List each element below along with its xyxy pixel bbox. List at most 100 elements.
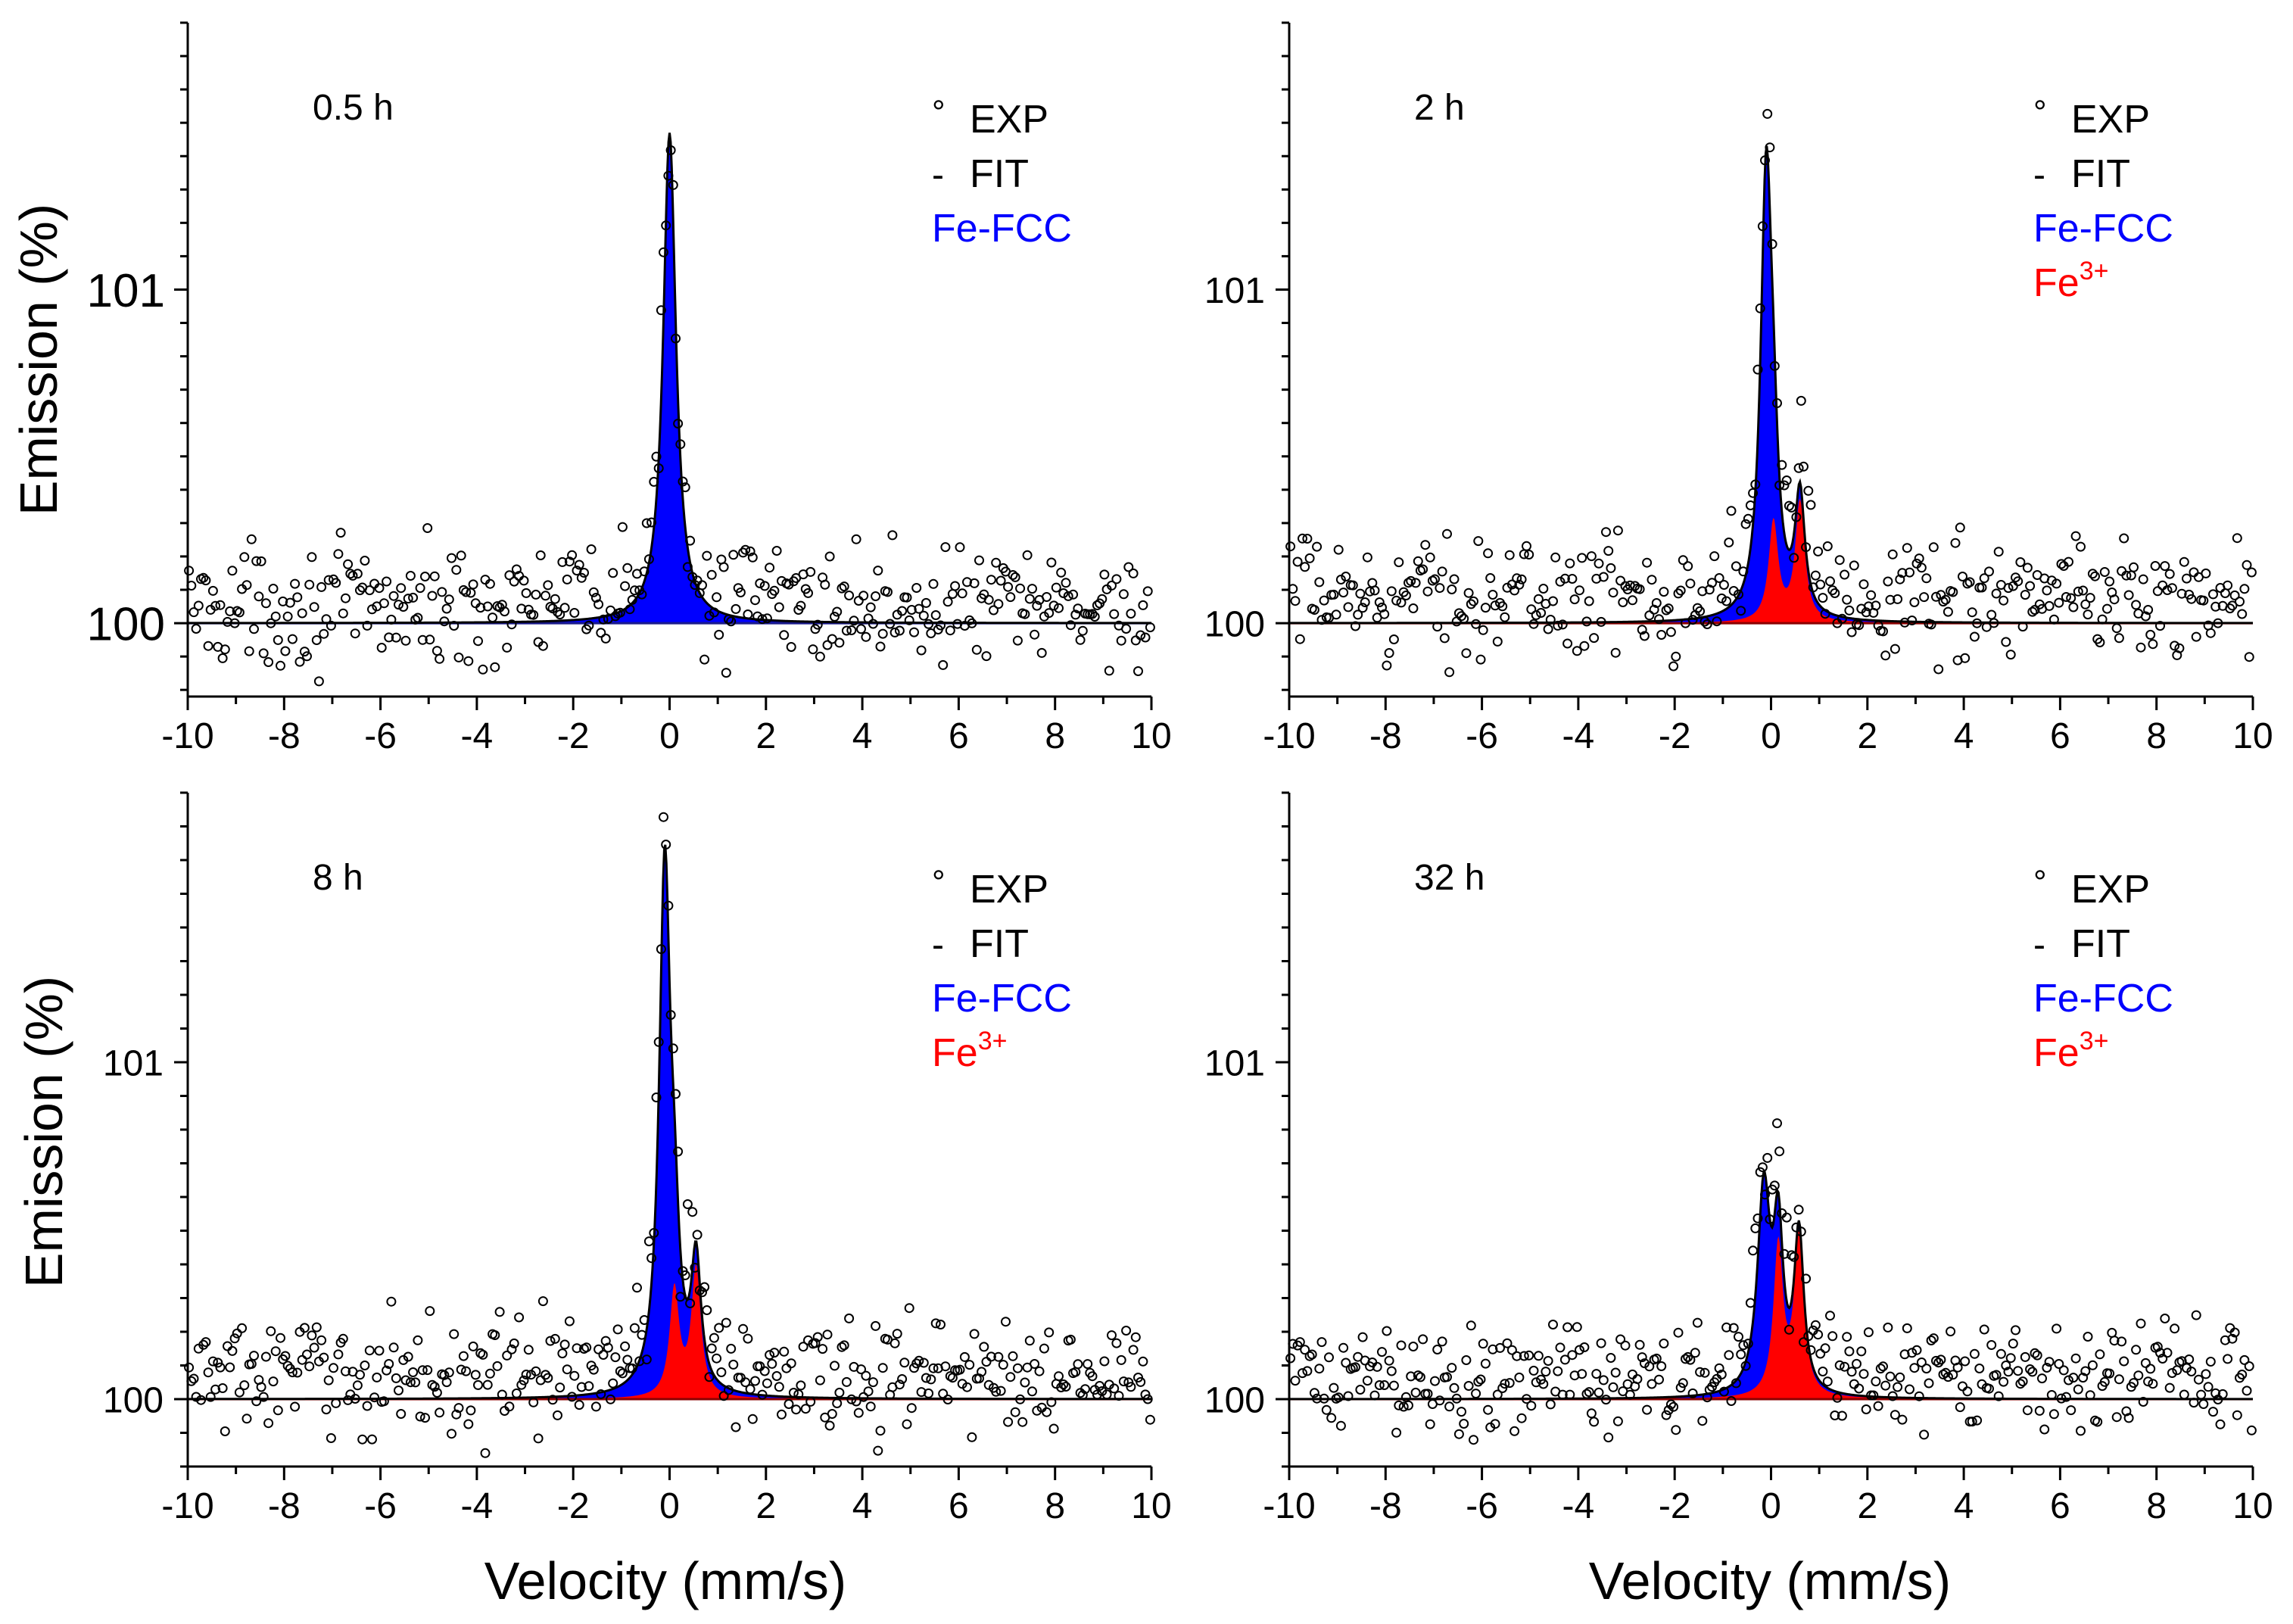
exp-point — [942, 597, 953, 607]
exp-point — [1430, 574, 1440, 584]
exp-point — [2037, 1373, 2047, 1384]
exp-point — [1890, 1410, 1900, 1420]
exp-point — [2025, 581, 2036, 591]
exp-point — [237, 1323, 248, 1333]
exp-point — [1938, 597, 1949, 607]
exp-point — [425, 634, 435, 645]
exp-point — [1422, 586, 1433, 597]
exp-point — [519, 575, 529, 586]
exp-point — [822, 640, 833, 650]
exp-point — [757, 614, 768, 625]
exp-point — [360, 556, 370, 566]
exp-point — [1842, 1332, 1852, 1342]
exp-point — [497, 1389, 507, 1400]
exp-point — [1757, 221, 1768, 232]
exp-point — [1880, 650, 1891, 661]
exp-point — [1335, 575, 1346, 584]
exp-point — [502, 1350, 512, 1361]
exp-point — [2193, 1374, 2204, 1385]
exp-point — [1528, 1365, 1539, 1376]
exp-point — [914, 1355, 924, 1366]
exp-point — [841, 625, 852, 636]
exp-point — [2229, 590, 2240, 600]
exp-point — [1365, 586, 1375, 597]
exp-point — [1054, 1371, 1064, 1382]
exp-point — [567, 550, 578, 560]
exp-point — [798, 1342, 808, 1352]
x-tick-label: -8 — [268, 1486, 301, 1526]
exp-point — [1020, 1377, 1030, 1388]
exp-point — [251, 556, 262, 566]
exp-point — [1637, 625, 1647, 635]
exp-point — [1512, 573, 1522, 584]
exp-point — [959, 1351, 970, 1362]
exp-point — [977, 1367, 987, 1377]
exp-point — [2150, 561, 2161, 571]
exp-point — [1765, 1214, 1775, 1224]
exp-point — [1822, 1376, 1833, 1387]
exp-point — [1353, 609, 1363, 620]
exp-point — [2083, 1332, 2093, 1342]
exp-point — [379, 1396, 389, 1407]
x-tick-label: -6 — [1466, 716, 1498, 756]
exp-point — [227, 566, 238, 576]
exp-point — [2111, 1412, 2122, 1423]
exp-point — [482, 601, 493, 612]
exp-point — [2001, 637, 2011, 647]
exp-point — [1490, 600, 1500, 611]
exp-point — [184, 566, 195, 576]
exp-point — [1075, 634, 1086, 645]
exp-point — [1878, 1361, 1888, 1372]
exp-point — [394, 600, 403, 610]
exp-point — [600, 633, 611, 644]
exp-point — [270, 611, 281, 622]
exp-point — [1577, 1369, 1587, 1379]
exp-point — [435, 1407, 445, 1418]
exp-point — [1307, 1349, 1317, 1360]
exp-point — [1837, 1410, 1847, 1421]
exp-point — [1885, 1371, 1896, 1382]
exp-point — [675, 439, 686, 450]
exp-point — [1447, 1363, 1457, 1373]
exp-point — [453, 652, 464, 662]
exp-point — [1926, 619, 1936, 630]
exp-point — [839, 1340, 849, 1351]
exp-point — [1661, 605, 1671, 616]
exp-point — [793, 1389, 804, 1400]
exp-point — [1755, 1167, 1765, 1177]
exp-point — [883, 587, 893, 597]
exp-point — [721, 1317, 731, 1328]
exp-point — [484, 1368, 495, 1379]
exp-point — [541, 591, 551, 601]
exp-point — [215, 1362, 226, 1373]
exp-point — [699, 654, 710, 665]
exp-point — [282, 1361, 293, 1371]
exp-point — [1042, 1407, 1052, 1417]
legend-fcc-label: Fe-FCC — [932, 977, 1072, 1021]
exp-point — [1319, 1393, 1329, 1404]
exp-point — [1444, 1401, 1455, 1412]
exp-point — [217, 653, 228, 663]
exp-point — [1027, 1386, 1037, 1397]
exp-point — [1362, 1376, 1372, 1386]
exp-point — [993, 599, 1004, 609]
exp-point — [1598, 1375, 1609, 1386]
exp-point — [646, 517, 657, 528]
exp-point — [2008, 1339, 2018, 1349]
exp-point — [2186, 1367, 2197, 1376]
exp-point — [263, 1418, 274, 1429]
exp-point — [338, 608, 348, 619]
exp-point — [2182, 573, 2192, 584]
x-tick-label: 8 — [1045, 1486, 1065, 1526]
exp-point — [388, 591, 399, 601]
exp-point — [2068, 1373, 2079, 1383]
exp-point — [1760, 155, 1770, 166]
exp-point — [767, 1358, 777, 1369]
exp-point — [249, 624, 259, 634]
exp-point — [1543, 1356, 1553, 1366]
exp-point — [1685, 1354, 1696, 1365]
exp-point — [1791, 512, 1802, 522]
exp-point — [651, 1093, 662, 1102]
exp-point — [1519, 1351, 1529, 1361]
exp-point — [2136, 642, 2146, 653]
